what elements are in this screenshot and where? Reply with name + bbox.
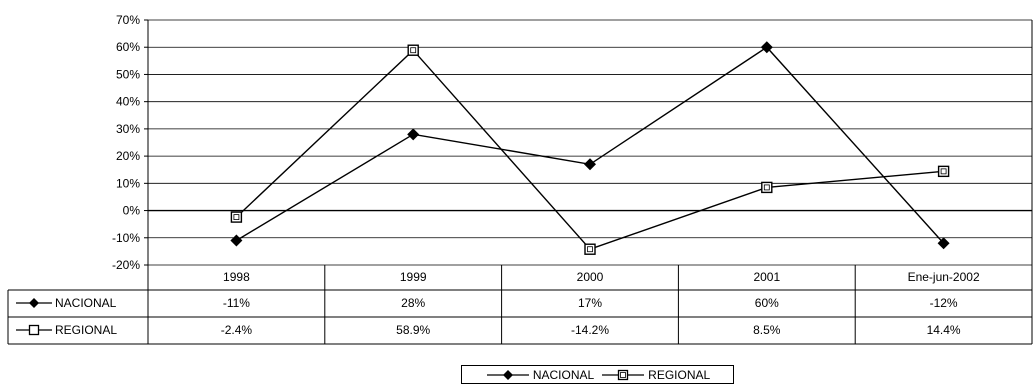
y-tick-label: 40% [116,95,140,109]
square-marker-icon [28,324,40,336]
legend: NACIONAL REGIONAL [461,365,734,384]
data-value-label: -11% [223,296,250,310]
row-series-name: REGIONAL [55,323,117,337]
gridlines [144,19,1032,344]
data-point-nacional [584,158,596,171]
y-axis-tick-labels: -20% -10% 0% 10% 20% 30% 40% 50% 60% 70% [112,13,140,272]
data-point-regional [230,211,243,223]
y-tick-label: 20% [116,149,140,163]
legend-item-nacional: NACIONAL [485,368,594,382]
x-category-label: 2000 [577,270,604,284]
x-category-label: 2001 [753,270,780,284]
legend-label-regional: REGIONAL [648,367,711,382]
square-marker [584,243,596,255]
data-value-label: -2.4% [221,323,253,337]
data-point-regional [584,243,596,255]
legend-item-regional: REGIONAL [600,368,710,382]
x-category-label: 1998 [223,270,250,284]
data-point-nacional [760,41,773,54]
square-marker-inner [940,168,947,175]
data-point-nacional [937,237,950,250]
square-marker [937,165,950,178]
data-value-label: -12% [930,296,958,310]
square-marker-inner [587,246,593,253]
data-point-regional [937,165,950,178]
data-value-label: 14.4% [927,323,961,337]
legend-label-nacional: NACIONAL [532,367,595,382]
y-tick-label: 0% [123,204,141,218]
x-category-label: Ene-jun-2002 [908,270,980,284]
diamond-marker-icon [486,369,529,380]
series-line-nacional [236,46,945,244]
square-marker-inner [763,184,770,191]
row-series-name: NACIONAL [55,296,117,310]
series-lines [230,41,950,255]
data-value-label: -14.2% [571,323,609,337]
diamond-marker-icon [29,298,39,308]
y-tick-label: 50% [116,67,140,81]
series-line-regional [235,49,944,251]
square-marker-icon [602,369,645,380]
data-point-regional [761,181,773,194]
square-marker [761,181,773,194]
y-tick-label: -10% [112,231,140,245]
data-point-nacional [230,234,243,247]
square-marker [407,44,419,56]
y-tick-label: 60% [116,40,140,54]
y-tick-label: 30% [116,122,140,136]
data-table: 1998 1999 2000 2001 Ene-jun-2002 NACIONAL -11%… [7,20,1033,345]
data-value-label: 58.9% [396,323,430,337]
y-tick-label: 70% [116,13,140,27]
data-value-label: 17% [578,296,602,310]
x-category-label: 1999 [400,270,427,284]
y-tick-label: 10% [116,176,140,190]
data-value-label: 60% [755,296,779,310]
square-marker-inner [233,214,240,220]
square-marker-inner [410,47,417,54]
data-point-nacional [407,128,420,141]
y-tick-label: -20% [112,258,140,272]
square-marker [230,211,243,223]
data-value-label: 28% [401,296,425,310]
data-value-label: 8.5% [753,323,781,337]
data-point-regional [407,44,419,56]
